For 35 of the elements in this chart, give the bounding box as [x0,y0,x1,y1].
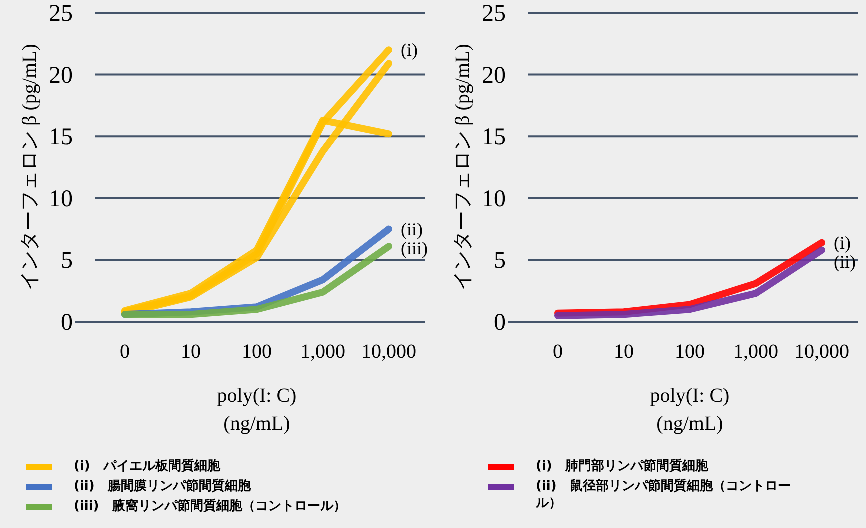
y-tick-label: 5 [61,248,73,274]
y-tick-label: 15 [482,124,506,151]
y-tick-label: 5 [494,248,506,274]
legend-label: (ii) 腸間膜リンパ節間質細胞 [74,478,251,495]
y-tick-label: 10 [49,186,73,212]
x-tick-label: 10,000 [362,341,416,363]
x-tick-label: 100 [675,341,705,363]
annotation: (ii) [401,219,423,240]
y-tick-label: 25 [49,1,73,27]
y-tick-label: 20 [482,62,506,89]
x-tick-label: 100 [242,341,272,363]
x-tick-label: 0 [553,341,563,363]
y-tick-label: 25 [482,1,506,27]
y-tick-label: 15 [49,124,73,151]
x-tick-label: 10,000 [794,341,850,363]
y-axis-title: インターフェロン β (pg/mL) [452,44,474,291]
legend-label: (iii) 腋窩リンパ節間質細胞（コントロール） [74,498,346,515]
x-axis-title: poly(I: C) (ng/mL) [216,384,298,437]
annotation: (i) [401,40,418,60]
x-axis-title: poly(I: C) (ng/mL) [649,384,731,437]
y-tick-label: 10 [482,186,506,212]
annotation: (iii) [401,238,428,258]
legend-label: (i) パイエル板間質細胞 [74,458,220,475]
y-axis-title: インターフェロン β (pg/mL) [19,44,41,291]
x-tick-label: 0 [120,341,130,363]
legend-label: (ii) 鼠径部リンパ節間質細胞（コントロール） [536,478,792,512]
annotation: (i) [834,232,851,253]
y-tick-label: 0 [494,310,506,336]
x-tick-label: 10 [181,341,201,363]
x-tick-label: 10 [614,341,634,363]
y-tick-label: 0 [61,310,73,336]
x-tick-label: 1,000 [300,341,346,363]
y-tick-label: 20 [49,62,73,89]
legend-label: (i) 肺門部リンパ節間質細胞 [536,458,708,475]
x-tick-label: 1,000 [734,341,778,363]
